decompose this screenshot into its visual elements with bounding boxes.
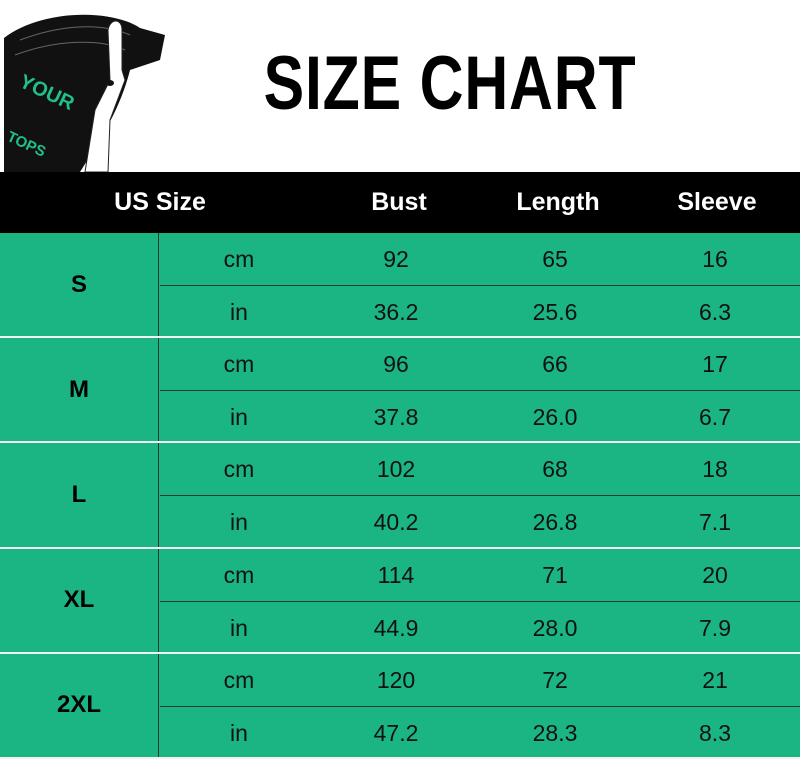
cell-bust: 114	[377, 561, 415, 588]
cell-bust: 96	[383, 351, 409, 378]
cell-unit: in	[230, 509, 248, 536]
cell-sleeve: 16	[702, 246, 728, 272]
cell-sleeve: 20	[702, 561, 728, 588]
cell-unit: in	[230, 614, 248, 641]
cell-length: 71	[542, 561, 568, 588]
cell-length: 68	[542, 456, 568, 483]
size-group: 2XL cm 120 72 21 in 47.2 28.3 8.3	[0, 653, 800, 759]
cell-length: 26.8	[532, 509, 578, 536]
cell-length: 25.6	[532, 299, 578, 325]
size-label: 2XL	[0, 653, 159, 757]
table-row-cm: cm 114 71 20	[160, 549, 800, 602]
cell-bust: 40.2	[373, 509, 419, 536]
table-row-in: in 47.2 28.3 8.3	[160, 707, 800, 759]
cell-unit: cm	[223, 666, 255, 693]
size-group: XL cm 114 71 20 in 44.9 28.0 7.9	[0, 548, 800, 654]
table-row-cm: cm 96 66 17	[160, 338, 800, 392]
cell-length: 65	[542, 246, 568, 272]
cell-bust: 47.2	[373, 719, 419, 746]
table-header: US Size Bust Length Sleeve	[0, 172, 800, 233]
cell-length: 28.3	[532, 719, 578, 746]
cell-bust: 37.8	[373, 404, 419, 431]
header-us-size: US Size	[114, 188, 206, 216]
cell-length: 72	[542, 666, 568, 693]
header-bust: Bust	[371, 188, 427, 216]
header-sleeve: Sleeve	[677, 188, 757, 216]
size-label: S	[0, 233, 159, 337]
cell-sleeve: 6.3	[699, 299, 731, 325]
cell-sleeve: 7.9	[699, 614, 731, 641]
cell-unit: cm	[223, 456, 255, 483]
table-row-in: in 36.2 25.6 6.3	[160, 286, 800, 338]
size-label: L	[0, 443, 159, 547]
table-row-cm: cm 120 72 21	[160, 654, 800, 707]
header-length: Length	[516, 188, 600, 216]
cell-sleeve: 8.3	[699, 719, 731, 746]
cell-unit: cm	[223, 246, 255, 272]
table-row-in: in 44.9 28.0 7.9	[160, 602, 800, 654]
cell-length: 26.0	[532, 404, 578, 431]
cell-unit: in	[230, 404, 248, 431]
cell-sleeve: 17	[702, 351, 728, 378]
cell-unit: cm	[223, 351, 255, 378]
cell-length: 28.0	[532, 614, 578, 641]
cell-unit: in	[230, 719, 248, 746]
cell-unit: in	[230, 299, 248, 325]
cell-length: 66	[542, 351, 568, 378]
cell-unit: cm	[223, 561, 255, 588]
logo-illustration: YOUR TOPS	[0, 0, 168, 172]
size-label: M	[0, 338, 159, 442]
cell-bust: 92	[383, 246, 409, 272]
table-row-in: in 40.2 26.8 7.1	[160, 496, 800, 548]
cell-sleeve: 6.7	[699, 404, 731, 431]
size-label: XL	[0, 548, 159, 652]
table-row-cm: cm 92 65 16	[160, 233, 800, 286]
cell-sleeve: 21	[702, 666, 728, 693]
cell-bust: 102	[376, 456, 416, 483]
page-title: SIZE CHART	[263, 41, 637, 126]
cell-sleeve: 18	[702, 456, 728, 483]
cell-sleeve: 7.1	[699, 509, 731, 536]
table-row-cm: cm 102 68 18	[160, 443, 800, 497]
cell-bust: 44.9	[373, 614, 419, 641]
cell-bust: 120	[376, 666, 416, 693]
cell-bust: 36.2	[373, 299, 419, 325]
table-row-in: in 37.8 26.0 6.7	[160, 391, 800, 443]
